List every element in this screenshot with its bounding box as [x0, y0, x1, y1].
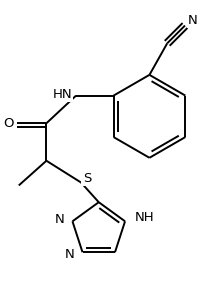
Text: N: N	[65, 248, 75, 261]
Text: NH: NH	[135, 211, 154, 224]
Text: S: S	[83, 172, 91, 185]
Text: HN: HN	[52, 88, 72, 101]
Text: O: O	[4, 117, 14, 130]
Text: N: N	[55, 213, 65, 226]
Text: N: N	[188, 14, 198, 27]
